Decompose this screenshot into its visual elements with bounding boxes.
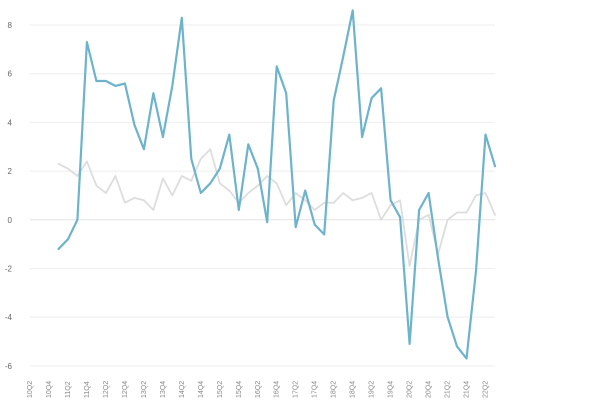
x-tick-label: 18Q2 bbox=[331, 381, 338, 398]
x-tick-label: 10Q2 bbox=[27, 381, 34, 398]
x-tick-label: 21Q2 bbox=[445, 381, 452, 398]
x-tick-label: 13Q4 bbox=[160, 381, 167, 398]
x-tick-label: 22Q2 bbox=[483, 381, 490, 398]
x-tick-label: 18Q4 bbox=[350, 381, 357, 398]
y-tick-label: 4 bbox=[8, 118, 13, 127]
x-tick-label: 12Q4 bbox=[122, 381, 129, 398]
x-tick-label: 16Q2 bbox=[255, 381, 262, 398]
x-tick-label: 11Q4 bbox=[84, 381, 91, 398]
x-tick-label: 11Q2 bbox=[65, 381, 72, 398]
x-tick-label: 21Q4 bbox=[464, 381, 471, 398]
series-line-2 bbox=[57, 148, 496, 267]
y-tick-label: -4 bbox=[5, 313, 13, 322]
x-tick-label: 20Q4 bbox=[426, 381, 433, 398]
x-tick-label: 17Q4 bbox=[312, 381, 319, 398]
x-tick-label: 15Q4 bbox=[236, 381, 243, 398]
y-tick-label: 6 bbox=[8, 70, 13, 79]
x-tick-label: 10Q4 bbox=[46, 381, 53, 398]
x-tick-label: 17Q2 bbox=[293, 381, 300, 398]
y-tick-label: 2 bbox=[8, 167, 13, 176]
y-tick-label: -6 bbox=[5, 362, 13, 371]
x-axis: 10Q2 10Q4 11Q2 11Q4 12Q2 12Q4 13Q2 13Q4 14Q2 14Q4… bbox=[27, 381, 490, 398]
x-tick-label: 15Q2 bbox=[217, 381, 224, 398]
series-line-1 bbox=[57, 9, 497, 360]
grid bbox=[30, 24, 495, 367]
x-tick-label: 12Q2 bbox=[103, 381, 110, 398]
x-tick-label: 19Q2 bbox=[369, 381, 376, 398]
x-tick-label: 14Q2 bbox=[179, 381, 186, 398]
y-tick-label: 0 bbox=[8, 216, 13, 225]
x-tick-label: 13Q2 bbox=[141, 381, 148, 398]
y-tick-label: -2 bbox=[5, 264, 13, 273]
y-tick-label: 8 bbox=[8, 21, 13, 30]
x-tick-label: 19Q4 bbox=[388, 381, 395, 398]
y-axis: -6 -4 -2 0 2 4 6 8 bbox=[5, 21, 13, 371]
series-layer bbox=[57, 9, 497, 360]
x-tick-label: 16Q4 bbox=[274, 381, 281, 398]
x-tick-label: 20Q2 bbox=[407, 381, 414, 398]
x-tick-label: 14Q4 bbox=[198, 381, 205, 398]
